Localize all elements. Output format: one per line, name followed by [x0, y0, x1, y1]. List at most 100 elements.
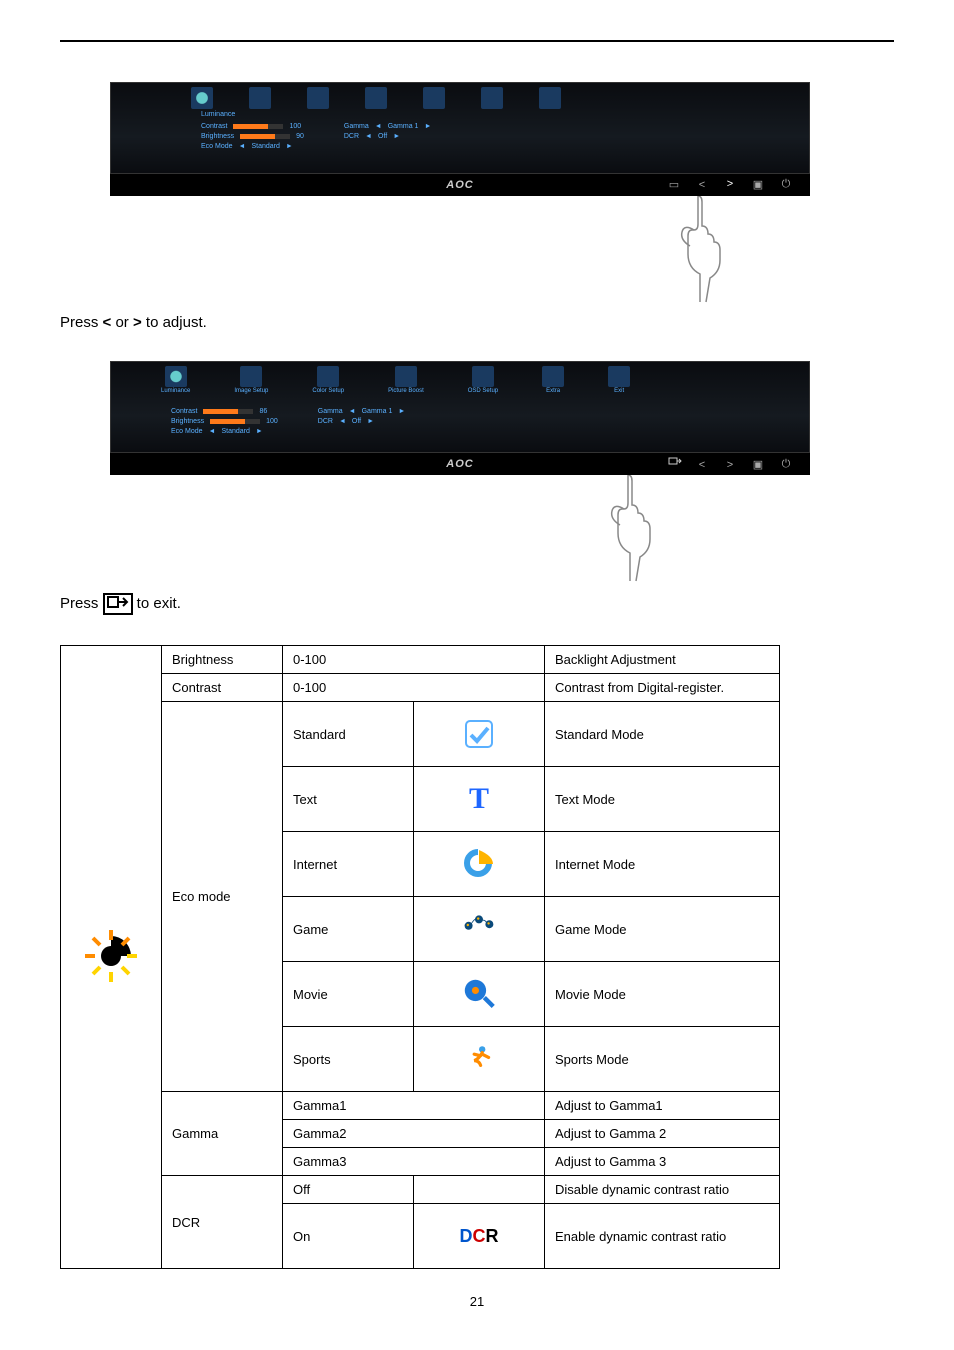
- bezel-power-icon: ⏻: [780, 178, 792, 191]
- mode-name: Movie: [283, 962, 414, 1027]
- bezel-right-icon: >: [724, 178, 736, 190]
- osd-tab-image-icon: [240, 366, 262, 387]
- dcr-icon-cell: DCR: [414, 1204, 545, 1269]
- dcr-icon-cell: [414, 1176, 545, 1204]
- right-arrow-icon: ►: [367, 418, 374, 425]
- greater-than-icon: >: [133, 314, 142, 331]
- osd-brightness-label: Brightness: [171, 418, 204, 425]
- gamma-desc: Adjust to Gamma 3: [545, 1148, 780, 1176]
- osd-tab-luminance-label: Luminance: [161, 388, 190, 394]
- instruction-exit-pre: Press: [60, 595, 103, 612]
- table-row: Contrast 0-100 Contrast from Digital-reg…: [61, 674, 780, 702]
- setting-name: Eco mode: [162, 702, 283, 1092]
- mode-desc: Game Mode: [545, 897, 780, 962]
- osd-brightness-value: 100: [266, 418, 278, 425]
- exit-icon: [103, 593, 133, 615]
- mode-desc: Sports Mode: [545, 1027, 780, 1092]
- osd-tab-extra-icon: [542, 366, 564, 387]
- mode-name: Game: [283, 897, 414, 962]
- instruction-adjust-post: to adjust.: [142, 314, 207, 331]
- gamma-desc: Adjust to Gamma 2: [545, 1120, 780, 1148]
- dcr-icon: DCR: [460, 1226, 499, 1246]
- osd-contrast-value: 100: [289, 123, 301, 130]
- bezel-menu-icon: ▣: [752, 178, 764, 191]
- instruction-adjust-pre: Press: [60, 314, 103, 331]
- osd-gamma-label: Gamma: [344, 123, 369, 130]
- less-than-icon: <: [103, 314, 112, 331]
- monitor-photo-2: Luminance Image Setup Color Setup Pictur…: [110, 361, 810, 583]
- monitor-logo: AOC: [446, 458, 473, 470]
- dcr-option: Off: [283, 1176, 414, 1204]
- osd-tab-color-icon: [307, 87, 329, 109]
- mode-desc: Internet Mode: [545, 832, 780, 897]
- game-mode-icon: [463, 913, 495, 945]
- osd-tab-picture-label: Picture Boost: [388, 388, 424, 394]
- bezel-auto-icon: ▭: [668, 178, 680, 191]
- settings-table: Brightness 0-100 Backlight Adjustment Co…: [60, 645, 780, 1269]
- setting-range: 0-100: [283, 646, 545, 674]
- mode-desc: Text Mode: [545, 767, 780, 832]
- bezel-power-icon: ⏻: [780, 458, 792, 471]
- osd-brightness-value: 90: [296, 133, 304, 140]
- sports-mode-icon: [463, 1043, 495, 1075]
- osd-brightness-bar: [240, 134, 290, 139]
- gamma-desc: Adjust to Gamma1: [545, 1092, 780, 1120]
- right-arrow-icon: ►: [256, 428, 263, 435]
- osd-dcr-label: DCR: [344, 133, 359, 140]
- osd-contrast-label: Contrast: [171, 408, 197, 415]
- page-number: 21: [60, 1294, 894, 1309]
- osd-tab-exit-icon: [608, 366, 630, 387]
- table-row: Brightness 0-100 Backlight Adjustment: [61, 646, 780, 674]
- mode-name: Standard: [283, 702, 414, 767]
- osd-gamma-value: Gamma 1: [388, 123, 419, 130]
- table-row: Gamma Gamma1 Adjust to Gamma1: [61, 1092, 780, 1120]
- instruction-exit: Press to exit.: [60, 593, 894, 615]
- left-arrow-icon: ◄: [349, 408, 356, 415]
- setting-desc: Backlight Adjustment: [545, 646, 780, 674]
- bezel-menu-icon: ▣: [752, 458, 764, 471]
- osd-contrast-label: Contrast: [201, 123, 227, 130]
- osd-tab-image-label: Image Setup: [234, 388, 268, 394]
- osd-tab-osd-label: OSD Setup: [468, 388, 498, 394]
- standard-mode-icon: [463, 718, 495, 750]
- pointing-hand-icon: [600, 473, 660, 583]
- osd-contrast-value: 86: [259, 408, 267, 415]
- dcr-desc: Disable dynamic contrast ratio: [545, 1176, 780, 1204]
- monitor-logo: AOC: [446, 179, 473, 191]
- setting-name: Brightness: [162, 646, 283, 674]
- category-icon-cell: [61, 646, 162, 1269]
- table-row: DCR Off Disable dynamic contrast ratio: [61, 1176, 780, 1204]
- osd-eco-label: Eco Mode: [171, 428, 203, 435]
- osd-tab-luminance-icon: [191, 87, 213, 109]
- left-arrow-icon: ◄: [339, 418, 346, 425]
- osd-tab-luminance-icon: [165, 366, 187, 387]
- right-arrow-icon: ►: [398, 408, 405, 415]
- osd-tab-exit-label: Exit: [614, 388, 624, 394]
- text-mode-icon: T: [463, 783, 495, 815]
- osd-tab-color-icon: [317, 366, 339, 387]
- left-arrow-icon: ◄: [365, 133, 372, 140]
- osd-eco-value: Standard: [221, 428, 249, 435]
- gamma-option: Gamma1: [283, 1092, 545, 1120]
- osd-tab-picture-icon: [365, 87, 387, 109]
- osd-tab-image-icon: [249, 87, 271, 109]
- mode-icon-cell: [414, 1027, 545, 1092]
- bezel-left-icon: <: [696, 459, 708, 471]
- page-top-rule: [60, 40, 894, 42]
- table-row: Eco mode Standard Standard Mode: [61, 702, 780, 767]
- osd-tab-picture-icon: [395, 366, 417, 387]
- dcr-desc: Enable dynamic contrast ratio: [545, 1204, 780, 1269]
- bezel-right-icon: >: [724, 459, 736, 471]
- instruction-adjust: Press < or > to adjust.: [60, 314, 894, 331]
- setting-desc: Contrast from Digital-register.: [545, 674, 780, 702]
- left-arrow-icon: ◄: [375, 123, 382, 130]
- monitor-photo-1: Luminance Contrast100 Brightness90 Eco M…: [110, 82, 810, 304]
- osd-eco-value: Standard: [251, 143, 279, 150]
- osd-contrast-bar: [233, 124, 283, 129]
- right-arrow-icon: ►: [286, 143, 293, 150]
- mode-icon-cell: [414, 897, 545, 962]
- gamma-option: Gamma2: [283, 1120, 545, 1148]
- osd-dcr-value: Off: [352, 418, 361, 425]
- osd-tab-extra-label: Extra: [546, 388, 560, 394]
- setting-range: 0-100: [283, 674, 545, 702]
